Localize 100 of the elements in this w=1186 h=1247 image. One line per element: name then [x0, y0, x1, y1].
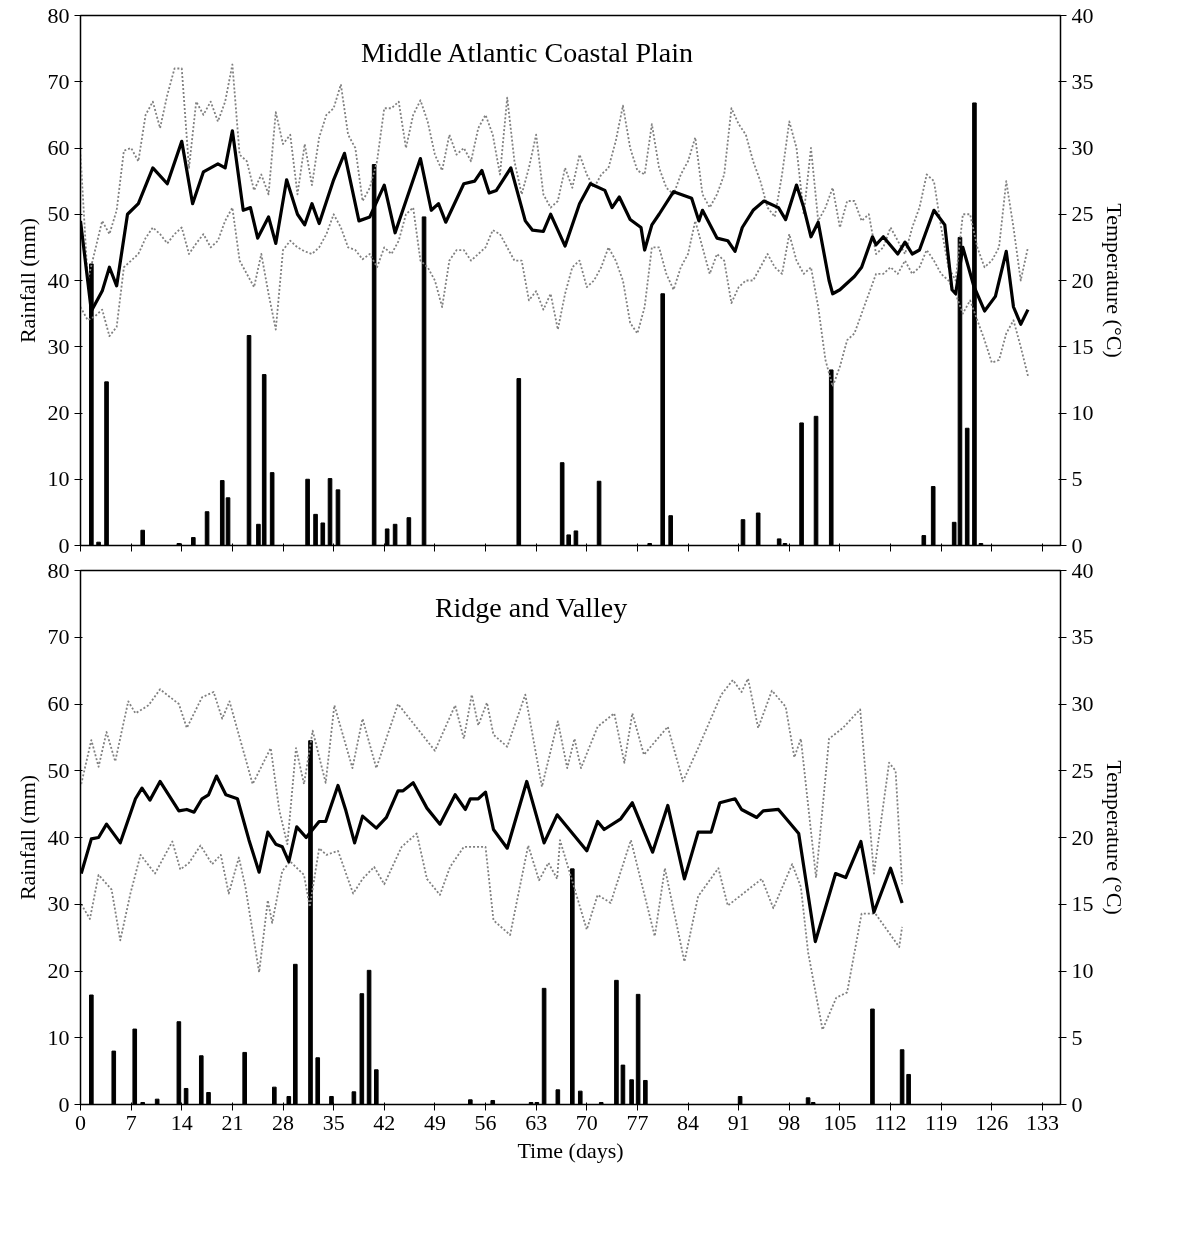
y-tick-label: 0	[58, 1091, 70, 1117]
bar	[286, 1095, 292, 1105]
bar	[104, 381, 109, 546]
x-tick-label: 126	[975, 1109, 1009, 1135]
y2-tick-label: 20	[1071, 824, 1094, 850]
y2-tick-label: 5	[1071, 1024, 1083, 1050]
bar	[541, 987, 547, 1105]
x-tick-label: 28	[272, 1109, 295, 1135]
bar	[89, 994, 94, 1105]
bar	[570, 868, 575, 1105]
bar	[660, 293, 666, 546]
y2-tick-label: 30	[1071, 135, 1094, 160]
bar	[392, 523, 398, 546]
bar	[490, 1099, 496, 1105]
bar	[555, 1089, 561, 1105]
bar	[573, 530, 579, 546]
bar	[468, 1099, 473, 1105]
x-tick-label: 77	[626, 1109, 649, 1135]
bar	[359, 993, 365, 1105]
x-axis-title: Time (days)	[517, 1137, 624, 1163]
y-axis-title: Rainfall (mm)	[14, 217, 40, 344]
bar	[191, 537, 196, 546]
y2-axis-title: Temperature (°C)	[1101, 203, 1127, 358]
bar	[930, 486, 936, 546]
bar	[351, 1091, 357, 1105]
y-tick-label: 60	[47, 135, 70, 160]
bar	[198, 1055, 204, 1105]
y2-tick-label: 10	[1071, 958, 1094, 983]
x-tick-label: 0	[75, 1109, 86, 1135]
y2-tick-label: 0	[1071, 532, 1083, 558]
bar	[320, 522, 326, 546]
bar	[366, 969, 372, 1105]
y-tick-label: 70	[47, 68, 70, 94]
x-tick-label: 98	[778, 1109, 801, 1135]
y2-tick-label: 25	[1071, 757, 1094, 783]
x-tick-label: 49	[423, 1109, 446, 1135]
x-tick-label: 91	[727, 1109, 750, 1135]
bar	[668, 515, 673, 546]
y-tick-label: 30	[47, 891, 70, 917]
y-tick-label: 50	[47, 757, 70, 783]
line-series	[80, 206, 1029, 388]
bar	[799, 422, 804, 546]
y2-tick-label: 35	[1071, 624, 1094, 650]
y2-tick-label: 40	[1071, 2, 1094, 28]
x-tick-label: 56	[474, 1109, 497, 1135]
y-tick-label: 80	[47, 2, 70, 28]
text: Ridge and Valley	[434, 592, 628, 624]
bar	[272, 1086, 277, 1105]
bar	[374, 1069, 379, 1105]
y2-tick-label: 15	[1071, 891, 1094, 917]
bar	[183, 1087, 189, 1105]
bar	[598, 1102, 604, 1105]
bar	[293, 963, 298, 1105]
bar	[111, 1050, 117, 1105]
text: Middle Atlantic Coastal Plain	[360, 37, 694, 69]
x-tick-label: 105	[823, 1109, 857, 1135]
x-tick-label: 63	[525, 1109, 548, 1135]
y-tick-label: 50	[47, 201, 70, 227]
y-tick-label: 10	[47, 466, 70, 492]
bar	[242, 1051, 247, 1105]
y2-tick-label: 30	[1071, 691, 1094, 716]
x-tick-label: 119	[925, 1109, 958, 1135]
bar	[870, 1008, 875, 1105]
y2-tick-label: 15	[1071, 333, 1094, 359]
bar	[406, 517, 412, 546]
x-tick-label: 21	[221, 1109, 244, 1135]
y-tick-label: 40	[47, 267, 70, 293]
y-tick-label: 20	[47, 958, 70, 983]
line-series	[80, 63, 1029, 282]
bar	[140, 1102, 146, 1105]
y2-tick-label: 40	[1071, 557, 1094, 583]
y2-tick-label: 5	[1071, 466, 1083, 492]
x-tick-label: 35	[322, 1109, 345, 1135]
y-tick-label: 20	[47, 400, 70, 425]
x-tick-label: 42	[373, 1109, 396, 1135]
bar	[755, 512, 761, 546]
bar	[313, 513, 318, 546]
y2-tick-label: 35	[1071, 68, 1094, 94]
bar	[269, 472, 275, 546]
bar	[643, 1079, 648, 1105]
bar	[629, 1079, 634, 1105]
y-tick-label: 80	[47, 557, 70, 583]
y-tick-label: 30	[47, 333, 70, 359]
y2-tick-label: 25	[1071, 201, 1094, 227]
bar	[154, 1098, 160, 1105]
bar	[204, 511, 210, 546]
x-tick-label: 112	[874, 1109, 907, 1135]
bar	[315, 1057, 321, 1105]
bar	[305, 478, 310, 546]
y-tick-label: 60	[47, 691, 70, 716]
x-tick-label: 133	[1025, 1109, 1059, 1135]
y2-axis-title: Temperature (°C)	[1101, 760, 1127, 915]
x-tick-label: 14	[170, 1109, 193, 1135]
x-tick-label: 84	[677, 1109, 700, 1135]
bar	[964, 427, 970, 546]
x-tick-label: 70	[575, 1109, 598, 1135]
line-series	[80, 832, 904, 1031]
y-tick-label: 70	[47, 624, 70, 650]
bar	[206, 1091, 211, 1105]
bar	[140, 529, 146, 546]
